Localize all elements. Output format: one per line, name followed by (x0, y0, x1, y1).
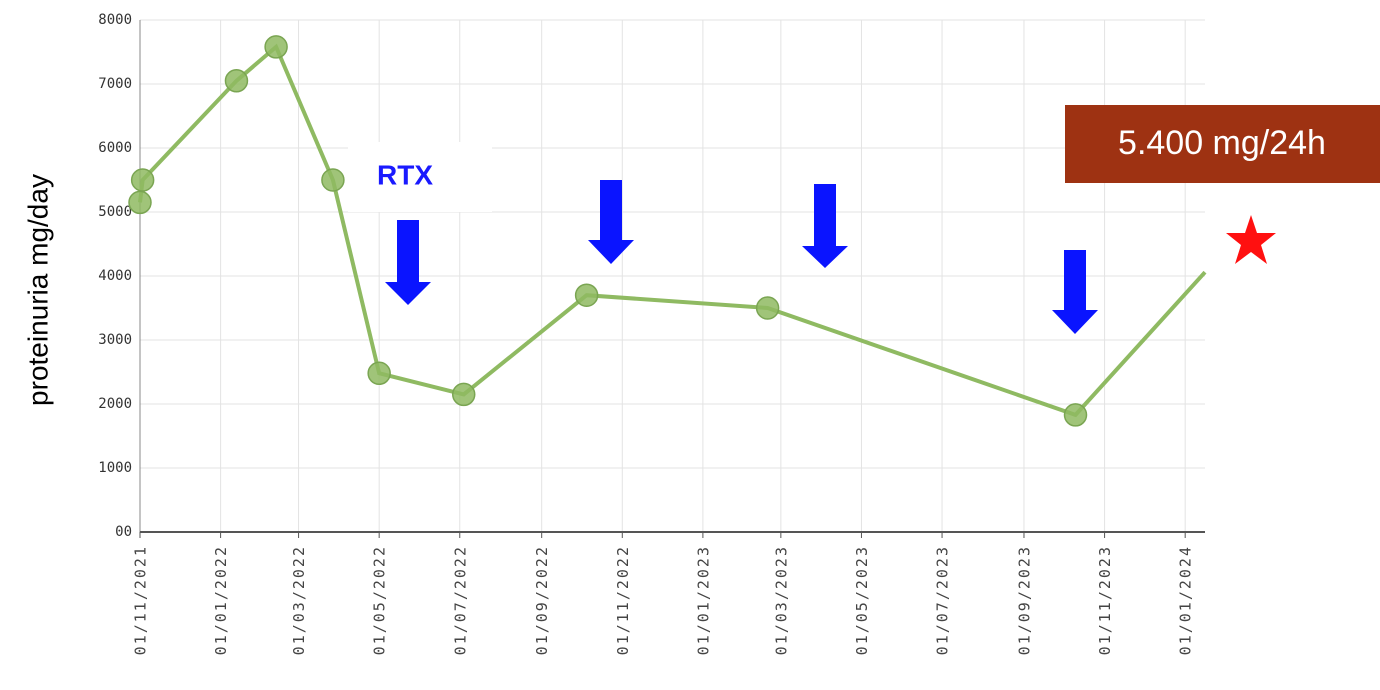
arrow (1052, 310, 1098, 334)
y-axis-label: proteinuria mg/day (22, 174, 53, 406)
arrow (385, 282, 431, 305)
data-line (138, 43, 1207, 418)
y-tick-label: 3000 (98, 332, 132, 348)
x-tick-label: 01/01/2024 (1177, 545, 1195, 655)
data-point (755, 296, 780, 320)
x-tick-label: 01/05/2023 (853, 545, 871, 655)
arrow (397, 220, 419, 282)
y-tick-label: 00 (115, 524, 132, 540)
x-tick-label: 01/11/2022 (614, 545, 632, 655)
x-tick-label: 01/09/2023 (1015, 545, 1033, 655)
arrow (814, 184, 836, 246)
arrows (385, 180, 1098, 334)
x-tick-label: 01/11/2021 (132, 545, 150, 655)
x-tick-label: 01/07/2022 (451, 545, 469, 655)
annotation: 5.400 mg/24h (1118, 124, 1326, 162)
plot: 00 1000 2000 3000 4000 5000 6000 7000 8000 01/11/… (98, 12, 1207, 655)
x-tick-label: 01/11/2023 (1096, 545, 1114, 655)
data-point (451, 382, 476, 407)
x-tick-label: 01/05/2022 (371, 545, 389, 655)
x-tick-label: 01/09/2022 (533, 545, 551, 655)
arrow (1064, 250, 1086, 310)
value-box (1065, 105, 1380, 183)
arrow (588, 240, 634, 264)
data-point (1063, 403, 1088, 427)
data-point (321, 168, 345, 192)
data-point (128, 190, 152, 215)
arrow (802, 246, 848, 268)
x-tick-label: 01/03/2023 (772, 545, 790, 655)
data-point (264, 35, 288, 59)
y-tick-label: 1000 (98, 460, 132, 476)
x-tick-label: 01/03/2022 (290, 545, 308, 655)
x-tick-label: 01/01/2023 (694, 545, 712, 655)
arrow (600, 180, 622, 240)
x-tick-label: 01/01/2022 (212, 545, 230, 655)
y-tick-label: 8000 (98, 12, 132, 28)
star (1226, 215, 1276, 264)
x-tick-label: 01/07/2023 (934, 545, 952, 655)
y-tick-label: 7000 (98, 76, 132, 92)
data-point (130, 168, 155, 192)
data-point (574, 283, 599, 307)
y-tick-label: 2000 (98, 396, 132, 412)
label-bg (348, 142, 492, 212)
annotation: RTX (377, 159, 433, 190)
data-point (224, 69, 249, 93)
y-tick-label: 6000 (98, 140, 132, 156)
y-tick-label: 4000 (98, 268, 132, 284)
y-tick-label: 5000 (98, 204, 132, 220)
data-point (367, 361, 391, 386)
